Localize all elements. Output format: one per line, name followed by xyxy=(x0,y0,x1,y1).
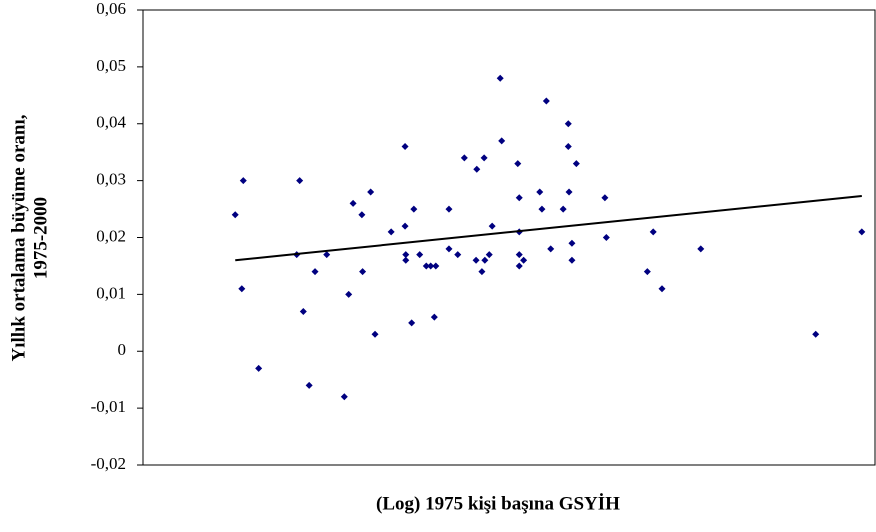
data-point xyxy=(542,97,550,105)
data-point xyxy=(371,330,379,338)
data-point xyxy=(340,393,348,401)
data-point xyxy=(345,290,353,298)
data-point xyxy=(430,313,438,321)
data-point xyxy=(401,222,409,230)
data-point xyxy=(481,256,489,264)
data-point xyxy=(520,256,528,264)
data-point xyxy=(358,211,366,219)
data-point xyxy=(255,364,263,372)
data-point xyxy=(367,188,375,196)
trend-line xyxy=(235,194,862,262)
data-point xyxy=(402,251,410,259)
data-point xyxy=(296,177,304,185)
data-point xyxy=(559,205,567,213)
data-point xyxy=(349,199,357,207)
data-point xyxy=(410,205,418,213)
y-tick-label: 0,02 xyxy=(96,226,126,245)
data-point xyxy=(564,120,572,128)
data-point xyxy=(427,262,435,270)
y-tick-label: 0,04 xyxy=(96,113,126,132)
data-point xyxy=(568,256,576,264)
y-tick-label: -0,01 xyxy=(91,397,126,416)
data-point xyxy=(472,256,480,264)
y-tick-label: 0,05 xyxy=(96,56,126,75)
data-point xyxy=(488,222,496,230)
data-point xyxy=(515,251,523,259)
data-point xyxy=(568,239,576,247)
data-point xyxy=(432,262,440,270)
data-point xyxy=(536,188,544,196)
data-point xyxy=(643,268,651,276)
data-point xyxy=(454,251,462,259)
data-point xyxy=(402,256,410,264)
plot-frame xyxy=(142,9,876,466)
data-point xyxy=(564,143,572,150)
data-point xyxy=(498,137,506,145)
data-point xyxy=(323,251,331,259)
y-axis-label: Yıllık ortalama büyüme oranı, 1975-2000 xyxy=(8,114,51,361)
data-point xyxy=(401,143,409,150)
data-point xyxy=(387,228,395,236)
data-point xyxy=(231,211,239,219)
data-point xyxy=(514,160,522,168)
data-point xyxy=(547,245,555,253)
data-point xyxy=(515,194,523,202)
data-point xyxy=(422,262,430,270)
data-point xyxy=(305,381,313,389)
data-point xyxy=(480,154,488,162)
data-point xyxy=(445,205,453,213)
data-point xyxy=(515,262,523,270)
data-point xyxy=(473,165,481,173)
data-point xyxy=(416,251,424,259)
y-axis-label-line: Yıllık ortalama büyüme oranı, xyxy=(8,114,29,361)
data-point xyxy=(311,268,319,276)
x-axis-label: (Log) 1975 kişi başına GSYİH xyxy=(376,493,620,514)
data-point xyxy=(697,245,705,253)
data-point xyxy=(858,228,866,236)
data-point xyxy=(408,319,416,327)
data-point xyxy=(460,154,468,162)
y-tick-label: -0,02 xyxy=(91,454,126,473)
y-axis-label-line: 1975-2000 xyxy=(30,197,51,279)
y-tick-label: 0 xyxy=(118,340,127,359)
y-tick-label: 0,01 xyxy=(96,283,126,302)
data-point xyxy=(239,177,247,185)
data-point xyxy=(496,74,504,82)
data-point xyxy=(359,268,367,276)
data-point xyxy=(572,160,580,168)
data-point xyxy=(658,285,666,293)
data-point xyxy=(812,330,820,338)
y-tick-label: 0,06 xyxy=(96,0,126,18)
data-point xyxy=(238,285,246,293)
data-point xyxy=(478,268,486,276)
data-point xyxy=(649,228,657,236)
data-point xyxy=(538,205,546,213)
data-point xyxy=(299,307,307,315)
data-point xyxy=(601,194,609,202)
y-tick-label: 0,03 xyxy=(96,170,126,189)
data-point xyxy=(565,188,573,196)
data-point xyxy=(445,245,453,253)
data-point xyxy=(602,234,610,241)
data-point xyxy=(485,251,493,259)
